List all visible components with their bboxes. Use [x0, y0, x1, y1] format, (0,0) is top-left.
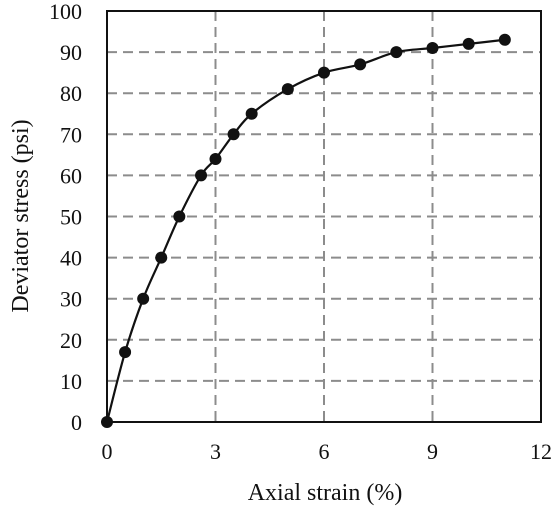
x-axis-title: Axial strain (%)	[248, 480, 403, 506]
y-axis-title: Deviator stress (psi)	[8, 119, 34, 312]
x-tick-label-1: 3	[210, 439, 221, 464]
x-tick-label-2: 6	[319, 439, 330, 464]
x-tick-label-3: 9	[427, 439, 438, 464]
y-tick-label-2: 20	[60, 328, 82, 353]
data-point-14	[462, 37, 475, 50]
data-point-12	[390, 46, 403, 59]
y-tick-label-8: 80	[60, 81, 82, 106]
data-point-1	[119, 346, 132, 359]
y-tick-label-4: 40	[60, 246, 82, 271]
data-point-9	[281, 83, 294, 96]
y-tick-label-10: 100	[49, 0, 82, 24]
x-tick-label-0: 0	[102, 439, 113, 464]
data-point-5	[195, 169, 208, 182]
data-point-7	[227, 128, 240, 141]
data-point-13	[426, 41, 439, 54]
data-point-15	[498, 33, 511, 46]
y-tick-label-6: 60	[60, 163, 82, 188]
data-point-10	[318, 66, 330, 79]
y-tick-label-0: 0	[71, 410, 82, 435]
y-tick-label-7: 70	[60, 122, 82, 147]
data-point-0	[101, 416, 113, 428]
data-point-6	[209, 152, 222, 165]
data-point-layer	[101, 33, 511, 428]
y-tick-label-1: 10	[60, 369, 82, 394]
data-point-3	[155, 251, 168, 264]
plot-area-frame	[106, 10, 542, 423]
y-tick-label-5: 50	[60, 205, 82, 230]
data-point-8	[245, 107, 258, 120]
data-point-2	[137, 292, 150, 305]
tick-label-layer: 0 3 6 9 12 0 10 20 30 40 50 60 70 80 90 100	[49, 0, 552, 464]
x-tick-label-4: 12	[530, 439, 552, 464]
data-point-11	[354, 58, 367, 71]
series-line	[105, 38, 506, 424]
y-tick-label-3: 30	[60, 287, 82, 312]
data-point-4	[173, 210, 186, 223]
y-tick-label-9: 90	[60, 40, 82, 65]
